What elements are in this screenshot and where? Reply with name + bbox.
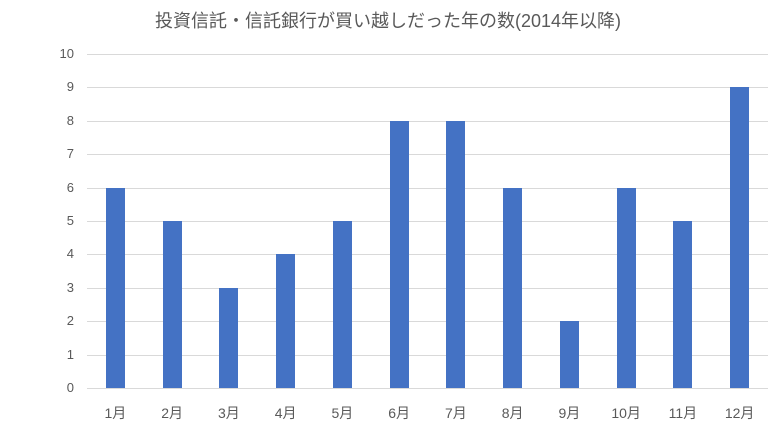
chart-title: 投資信託・信託銀行が買い越しだった年の数(2014年以降)	[154, 11, 622, 31]
x-tick-label-11月: 11月	[668, 405, 698, 421]
x-tick-label-3月: 3月	[217, 405, 240, 421]
bar-series	[87, 54, 768, 388]
bar-5月	[332, 221, 352, 388]
bar-4月	[276, 254, 296, 388]
y-tick-label-0: 0	[66, 380, 74, 395]
bar-slot-10月	[598, 54, 655, 388]
bar-6月	[389, 120, 409, 388]
bar-slot-5月	[314, 54, 371, 388]
x-tick-label-5月: 5月	[331, 405, 354, 421]
x-tick-label-4月: 4月	[274, 405, 297, 421]
y-tick-label-6: 6	[66, 179, 74, 195]
y-tick-label-3: 3	[66, 279, 74, 295]
x-tick-label-9月: 9月	[558, 405, 581, 421]
bar-10月	[616, 187, 636, 388]
bar-1月	[105, 187, 125, 388]
bar-2月	[162, 221, 182, 388]
bar-slot-2月	[144, 54, 201, 388]
bar-11月	[673, 221, 693, 388]
bar-9月	[559, 321, 579, 388]
gridline-10	[87, 54, 768, 55]
gridline-0	[87, 388, 768, 389]
gridline-5	[87, 221, 768, 222]
y-tick-label-2: 2	[66, 313, 74, 329]
y-tick-label-7: 7	[66, 146, 74, 162]
gridline-7	[87, 154, 768, 156]
gridline-2	[87, 321, 768, 323]
gridline-4	[87, 254, 768, 256]
y-tick-label-10: 10	[59, 46, 74, 61]
y-tick-label-4: 4	[66, 246, 74, 262]
gridline-3	[87, 287, 768, 289]
gridline-9	[87, 87, 768, 89]
y-tick-label-1: 1	[66, 346, 74, 362]
bar-slot-11月	[655, 54, 712, 388]
bar-12月	[730, 87, 750, 388]
x-tick-label-8月: 8月	[501, 405, 524, 421]
gridline-6	[87, 187, 768, 189]
x-tick-label-6月: 6月	[388, 405, 411, 421]
gridline-8	[87, 120, 768, 122]
y-tick-label-9: 9	[66, 79, 74, 95]
y-axis: 0 1 2 3 4 5 6 7 8 9 10	[30, 46, 74, 395]
gridline-1	[87, 354, 768, 356]
bar-slot-6月	[371, 54, 428, 388]
x-tick-label-12月: 12月	[724, 405, 755, 421]
bar-slot-7月	[428, 54, 485, 388]
plot-area	[87, 54, 768, 389]
bar-3月	[219, 287, 239, 388]
x-tick-label-2月: 2月	[161, 405, 184, 421]
bar-slot-9月	[541, 54, 598, 388]
bar-7月	[446, 120, 466, 388]
y-tick-label-8: 8	[66, 112, 74, 128]
bar-slot-3月	[201, 54, 258, 388]
y-tick-label-5: 5	[66, 213, 74, 228]
bar-slot-8月	[484, 54, 541, 388]
x-tick-label-7月: 7月	[444, 405, 467, 421]
bar-8月	[503, 187, 523, 388]
bar-slot-4月	[257, 54, 314, 388]
bar-slot-1月	[87, 54, 144, 388]
x-tick-label-10月: 10月	[611, 405, 641, 421]
x-axis: 1月 2月 3月 4月 5月 6月 7月 8月 9月 10月 11月 12月	[87, 404, 768, 422]
x-tick-label-1月: 1月	[104, 405, 127, 421]
bar-slot-12月	[711, 54, 768, 388]
